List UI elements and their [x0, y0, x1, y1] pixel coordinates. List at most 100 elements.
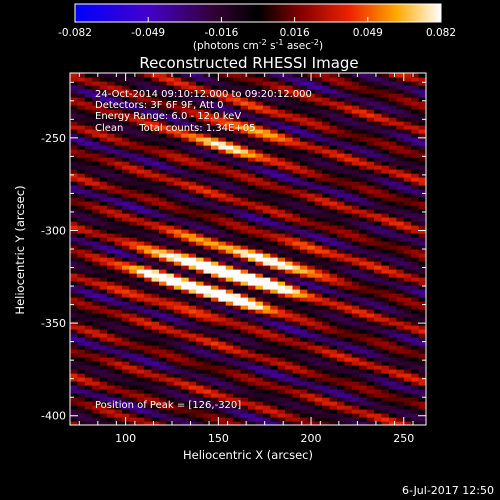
- heatmap-cell: [248, 409, 257, 414]
- heatmap-cell: [292, 273, 301, 278]
- heatmap-cell: [248, 281, 257, 286]
- heatmap-cell: [151, 409, 160, 414]
- heatmap-cell: [159, 165, 168, 170]
- heatmap-cell: [129, 117, 138, 122]
- heatmap-cell: [159, 413, 168, 418]
- heatmap-cell: [262, 365, 271, 370]
- heatmap-cell: [114, 357, 123, 362]
- heatmap-cell: [359, 249, 368, 254]
- heatmap-cell: [374, 237, 383, 242]
- heatmap-cell: [121, 393, 130, 398]
- heatmap-cell: [411, 141, 420, 146]
- heatmap-cell: [77, 373, 86, 378]
- heatmap-cell: [374, 325, 383, 330]
- heatmap-cell: [255, 393, 264, 398]
- heatmap-cell: [374, 361, 383, 366]
- heatmap-cell: [255, 233, 264, 238]
- heatmap-cell: [359, 165, 368, 170]
- heatmap-cell: [277, 385, 286, 390]
- heatmap-cell: [225, 233, 234, 238]
- heatmap-cell: [255, 241, 264, 246]
- heatmap-cell: [136, 145, 145, 150]
- heatmap-cell: [262, 345, 271, 350]
- heatmap-cell: [388, 85, 397, 90]
- heatmap-cell: [240, 353, 249, 358]
- heatmap-cell: [262, 149, 271, 154]
- heatmap-cell: [107, 213, 116, 218]
- heatmap-cell: [255, 117, 264, 122]
- heatmap-cell: [374, 181, 383, 186]
- heatmap-cell: [84, 369, 93, 374]
- heatmap-cell: [285, 201, 294, 206]
- heatmap-cell: [151, 249, 160, 254]
- heatmap-cell: [322, 113, 331, 118]
- heatmap-cell: [270, 401, 279, 406]
- heatmap-cell: [285, 137, 294, 142]
- heatmap-cell: [210, 313, 219, 318]
- heatmap-cell: [218, 285, 227, 290]
- heatmap-cell: [203, 341, 212, 346]
- heatmap-cell: [159, 273, 168, 278]
- heatmap-cell: [99, 405, 108, 410]
- heatmap-cell: [403, 393, 412, 398]
- heatmap-cell: [70, 109, 79, 114]
- heatmap-cell: [403, 281, 412, 286]
- heatmap-cell: [359, 297, 368, 302]
- heatmap-cell: [159, 293, 168, 298]
- heatmap-cell: [381, 345, 390, 350]
- heatmap-cell: [388, 173, 397, 178]
- heatmap-cell: [381, 137, 390, 142]
- heatmap-cell: [374, 125, 383, 130]
- heatmap-cell: [344, 289, 353, 294]
- heatmap-cell: [396, 345, 405, 350]
- heatmap-cell: [299, 373, 308, 378]
- heatmap-cell: [225, 85, 234, 90]
- heatmap-cell: [196, 333, 205, 338]
- heatmap-cell: [329, 241, 338, 246]
- heatmap-cell: [144, 305, 153, 310]
- heatmap-cell: [84, 117, 93, 122]
- heatmap-cell: [70, 397, 79, 402]
- heatmap-cell: [240, 421, 249, 425]
- heatmap-cell: [107, 325, 116, 330]
- heatmap-cell: [374, 73, 383, 78]
- heatmap-cell: [277, 145, 286, 150]
- heatmap-cell: [136, 337, 145, 342]
- heatmap-cell: [121, 97, 130, 102]
- heatmap-cell: [196, 369, 205, 374]
- heatmap-cell: [107, 333, 116, 338]
- heatmap-cell: [381, 377, 390, 382]
- heatmap-cell: [84, 221, 93, 226]
- heatmap-cell: [277, 85, 286, 90]
- heatmap-cell: [403, 125, 412, 130]
- heatmap-cell: [366, 209, 375, 214]
- heatmap-cell: [285, 401, 294, 406]
- heatmap-cell: [77, 385, 86, 390]
- heatmap-cell: [166, 93, 175, 98]
- heatmap-cell: [285, 209, 294, 214]
- heatmap-cell: [248, 365, 257, 370]
- heatmap-cell: [255, 357, 264, 362]
- heatmap-cell: [240, 265, 249, 270]
- heatmap-cell: [344, 141, 353, 146]
- heatmap-cell: [99, 233, 108, 238]
- heatmap-cell: [374, 89, 383, 94]
- heatmap-cell: [151, 225, 160, 230]
- heatmap-cell: [218, 353, 227, 358]
- heatmap-cell: [277, 293, 286, 298]
- heatmap-cell: [107, 345, 116, 350]
- heatmap-cell: [314, 405, 323, 410]
- heatmap-cell: [210, 93, 219, 98]
- heatmap-cell: [366, 97, 375, 102]
- heatmap-cell: [322, 409, 331, 414]
- heatmap-cell: [418, 389, 426, 394]
- heatmap-cell: [84, 217, 93, 222]
- heatmap-cell: [374, 217, 383, 222]
- heatmap-cell: [210, 377, 219, 382]
- heatmap-cell: [173, 281, 182, 286]
- heatmap-cell: [314, 181, 323, 186]
- heatmap-cell: [188, 229, 197, 234]
- heatmap-cell: [181, 229, 190, 234]
- heatmap-cell: [233, 109, 242, 114]
- heatmap-cell: [233, 161, 242, 166]
